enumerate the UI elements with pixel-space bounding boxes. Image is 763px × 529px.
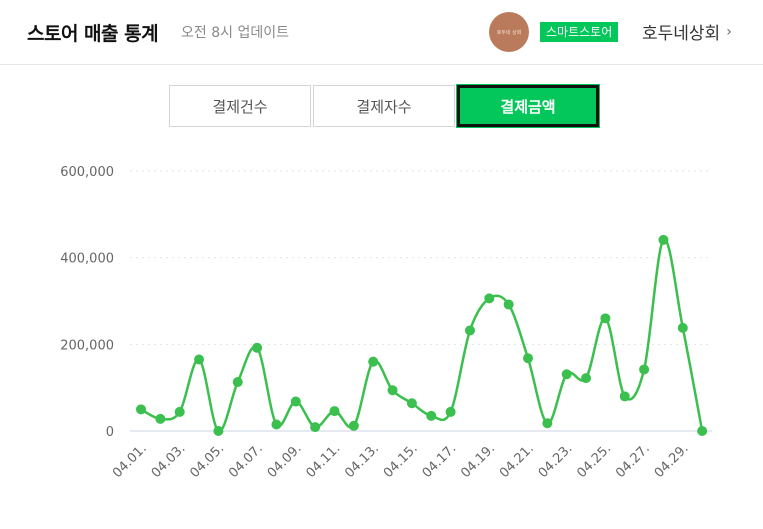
sales-line-chart: 0 200,000 400,000 600,000 04.01.04.03.04.05.… [60,165,712,481]
store-avatar[interactable]: 호두네 상회 [489,12,529,52]
x-tick-label: 04.25. [574,441,614,481]
data-point[interactable] [426,410,437,421]
x-tick-label: 04.19. [458,441,498,481]
data-point[interactable] [348,420,359,431]
data-point[interactable] [329,406,340,417]
data-point[interactable] [581,373,592,384]
data-point[interactable] [561,369,572,380]
data-point[interactable] [697,426,708,436]
x-tick-label: 04.27. [613,441,653,481]
page-title: 스토어 매출 통계 [27,23,159,45]
data-point[interactable] [290,396,301,407]
data-point[interactable] [639,364,650,375]
tab-payer-count[interactable]: 결제자수 [313,85,455,127]
y-tick-label: 200,000 [60,338,114,353]
x-tick-label: 04.17. [420,441,460,481]
data-point[interactable] [503,299,514,310]
data-point[interactable] [387,385,398,396]
series-line [140,238,704,433]
update-time: 오전 8시 업데이트 [181,25,289,41]
data-point[interactable] [213,426,224,436]
data-point[interactable] [619,391,630,402]
data-point[interactable] [155,413,166,424]
data-point[interactable] [445,406,456,417]
data-point[interactable] [600,313,611,324]
store-name: 호두네상회 [642,24,721,44]
data-point[interactable] [271,419,282,430]
data-point[interactable] [252,342,263,353]
store-name-link[interactable]: 호두네상회 › [642,19,732,45]
smartstore-badge: 스마트스토어 [540,22,619,42]
data-point[interactable] [194,354,205,365]
data-point[interactable] [406,398,417,409]
data-point[interactable] [523,353,533,364]
data-point[interactable] [464,325,475,336]
tab-payment-count[interactable]: 결제건수 [169,85,311,127]
x-tick-label: 04.23. [536,441,576,481]
data-point[interactable] [658,234,669,245]
chevron-right-icon: › [726,23,732,40]
x-tick-label: 04.13. [342,441,382,481]
avatar-logo-text: 호두네 상회 [496,29,522,36]
x-tick-label: 04.01. [110,441,150,481]
data-point[interactable] [368,356,379,367]
y-tick-label: 0 [106,425,114,440]
tab-payment-amount[interactable]: 결제금액 [456,84,600,128]
data-point[interactable] [174,406,185,417]
data-point[interactable] [542,418,553,429]
y-tick-label: 600,000 [60,165,114,180]
metric-tabs: 결제건수 결제자수 결제금액 [169,84,601,128]
x-tick-label: 04.03. [149,441,189,481]
x-tick-label: 04.09. [265,441,305,481]
x-tick-label: 04.11. [303,441,343,481]
header: 스토어 매출 통계 오전 8시 업데이트 호두네 상회 스마트스토어 호두네상회… [0,0,763,65]
data-point[interactable] [136,404,146,415]
x-tick-label: 04.05. [187,441,227,481]
data-point[interactable] [484,293,495,304]
data-point[interactable] [677,322,688,333]
data-point[interactable] [310,422,321,433]
x-tick-label: 04.15. [381,441,421,481]
x-tick-label: 04.29. [652,441,692,481]
x-tick-label: 04.07. [226,441,266,481]
y-tick-label: 400,000 [60,252,114,267]
x-tick-label: 04.21. [497,441,537,481]
data-point[interactable] [232,377,243,388]
